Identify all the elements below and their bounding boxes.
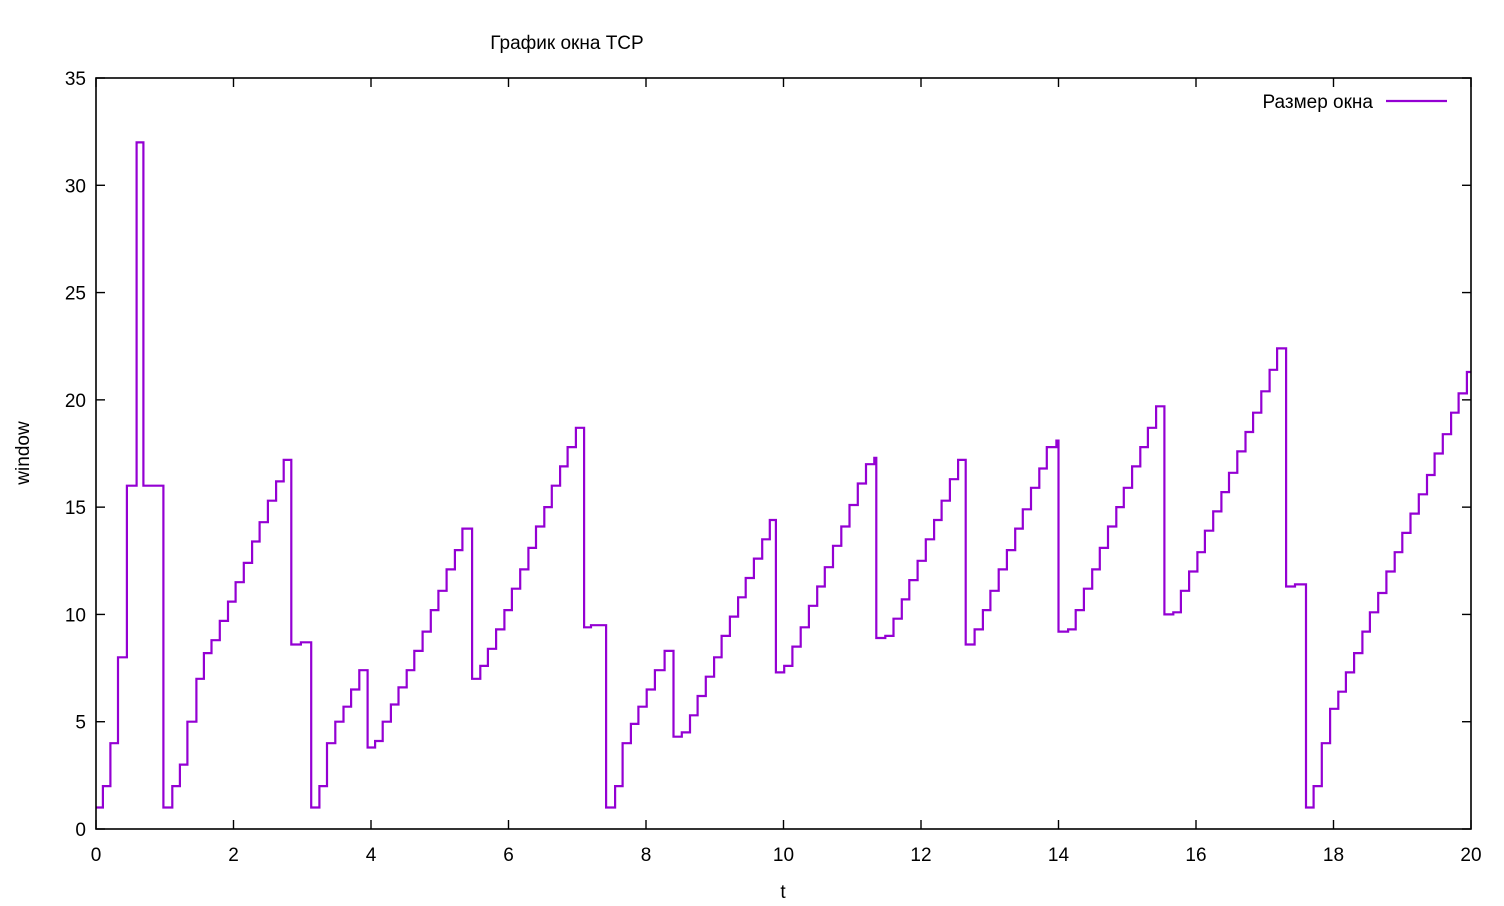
x-tick-label: 8 <box>641 845 652 866</box>
y-axis-ticks: 0 5 10 15 20 25 30 35 <box>65 69 1471 841</box>
x-tick-label: 20 <box>1460 845 1481 866</box>
x-axis-ticks: 0 2 4 6 8 10 12 14 16 18 20 <box>91 78 1482 866</box>
legend-label: Размер окна <box>1262 92 1373 113</box>
x-tick-label: 2 <box>228 845 239 866</box>
x-tick-label: 12 <box>910 845 931 866</box>
y-tick-label: 0 <box>75 820 86 841</box>
y-tick-label: 5 <box>75 713 86 734</box>
y-axis-label: window <box>13 421 34 486</box>
legend: Размер окна <box>1262 92 1447 113</box>
y-tick-label: 15 <box>65 498 86 519</box>
y-tick-label: 10 <box>65 605 86 626</box>
x-tick-label: 4 <box>366 845 377 866</box>
plot-frame <box>95 77 1472 830</box>
x-tick-label: 14 <box>1048 845 1070 866</box>
x-tick-label: 18 <box>1323 845 1344 866</box>
chart-title: График окна TCP <box>490 33 643 54</box>
y-tick-label: 30 <box>65 176 86 197</box>
x-tick-label: 16 <box>1185 845 1206 866</box>
series-line-window-size <box>96 141 1471 809</box>
y-tick-label: 25 <box>65 284 86 305</box>
y-tick-label: 35 <box>65 69 86 90</box>
x-tick-label: 6 <box>503 845 514 866</box>
x-axis-label: t <box>780 882 786 903</box>
x-tick-label: 10 <box>773 845 794 866</box>
x-tick-label: 0 <box>91 845 102 866</box>
y-tick-label: 20 <box>65 391 86 412</box>
